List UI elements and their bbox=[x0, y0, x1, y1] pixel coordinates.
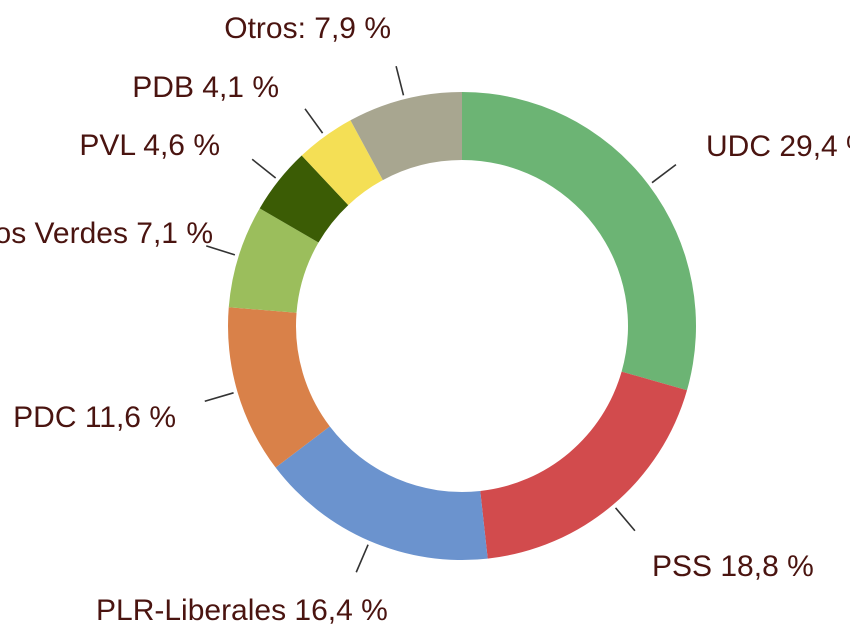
slice-pvl bbox=[259, 155, 349, 243]
slice-label-pvl: PVL 4,6 % bbox=[79, 129, 220, 162]
slice-los-verdes bbox=[228, 208, 319, 313]
chart-labels: UDC 29,4 % PSS 18,8 % PLR-Liberales 16,4… bbox=[0, 12, 850, 627]
slice-otros bbox=[350, 92, 462, 181]
slice-plr-liberales bbox=[275, 426, 488, 560]
leader-line-pvl bbox=[251, 158, 277, 179]
slice-udc bbox=[462, 92, 696, 391]
leader-line-pdc bbox=[204, 392, 234, 403]
slice-label-pdb: PDB 4,1 % bbox=[132, 71, 279, 104]
leader-line-los-verdes bbox=[206, 245, 236, 256]
chart-leader-lines bbox=[204, 66, 677, 573]
slice-pdc bbox=[228, 307, 330, 468]
slice-pss bbox=[480, 371, 687, 559]
leader-line-pdb bbox=[304, 108, 324, 134]
slice-pdb bbox=[301, 120, 383, 206]
slice-label-pdc: PDC 11,6 % bbox=[13, 401, 176, 434]
chart-slices bbox=[228, 92, 696, 560]
slice-label-plr-liberales: PLR-Liberales 16,4 % bbox=[96, 594, 388, 627]
leader-line-otros bbox=[395, 66, 405, 96]
slice-label-los-verdes: Los Verdes 7,1 % bbox=[0, 217, 213, 250]
leader-line-plr-liberales bbox=[355, 544, 369, 573]
slice-label-pss: PSS 18,8 % bbox=[652, 550, 814, 583]
leader-line-pss bbox=[614, 507, 636, 532]
slice-label-otros: Otros: 7,9 % bbox=[224, 12, 391, 45]
slice-label-udc: UDC 29,4 % bbox=[706, 130, 850, 163]
leader-line-udc bbox=[651, 163, 677, 184]
